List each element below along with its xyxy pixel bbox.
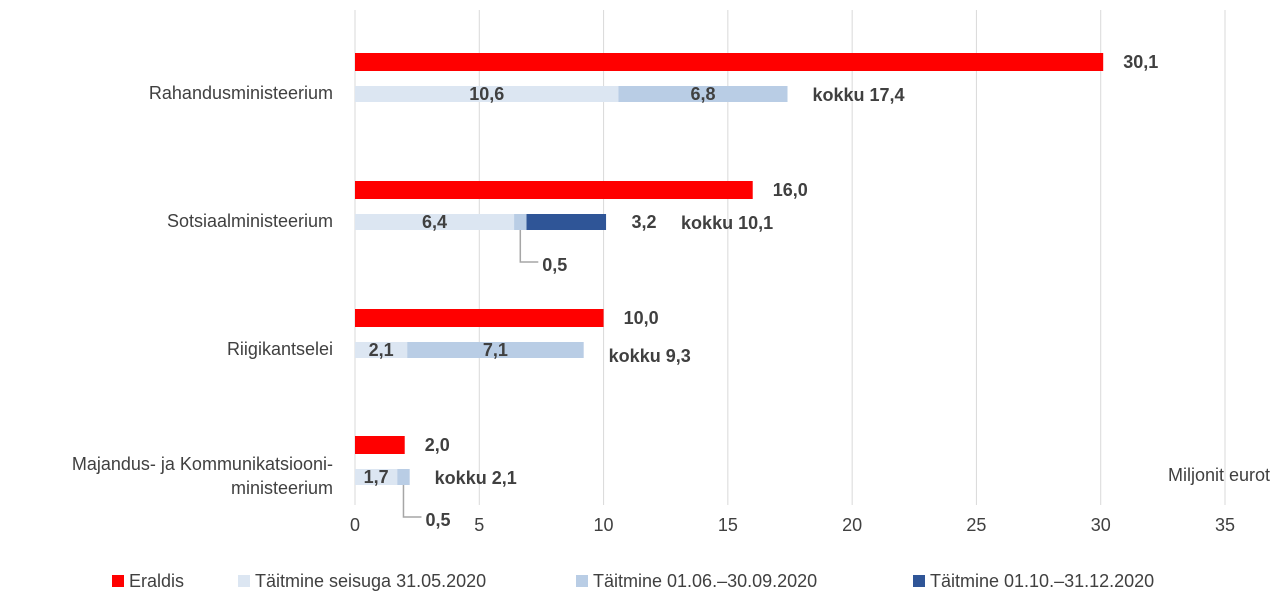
bar-segment bbox=[618, 86, 788, 102]
x-tick-label: 5 bbox=[474, 515, 484, 535]
bar-segment bbox=[355, 469, 398, 485]
x-axis-label: Miljonit eurot bbox=[1168, 465, 1270, 485]
bar-segment bbox=[355, 214, 515, 230]
data-label: 3,2 bbox=[632, 212, 657, 232]
category-label: Majandus- ja Kommunikatsiooni-ministeeri… bbox=[72, 454, 333, 498]
total-label: kokku 2,1 bbox=[435, 468, 517, 488]
data-label: 16,0 bbox=[773, 180, 808, 200]
bar-segment bbox=[355, 342, 408, 358]
legend-swatch bbox=[913, 575, 925, 587]
data-label: 10,0 bbox=[624, 308, 659, 328]
data-label: 30,1 bbox=[1123, 52, 1158, 72]
category-label: Sotsiaalministeerium bbox=[167, 211, 333, 231]
x-tick-label: 25 bbox=[966, 515, 986, 535]
total-label: kokku 10,1 bbox=[681, 213, 773, 233]
legend-swatch bbox=[238, 575, 250, 587]
legend-label: Täitmine 01.10.–31.12.2020 bbox=[930, 571, 1154, 591]
bar-segment bbox=[397, 469, 410, 485]
data-label: 6,8 bbox=[690, 84, 715, 104]
legend-swatch bbox=[112, 575, 124, 587]
bar-segment bbox=[355, 86, 619, 102]
bar-segment bbox=[407, 342, 584, 358]
bar-segment bbox=[526, 214, 607, 230]
data-label: 2,0 bbox=[425, 435, 450, 455]
bar bbox=[355, 436, 405, 454]
category-label: Riigikantselei bbox=[227, 339, 333, 359]
data-label: 1,7 bbox=[364, 467, 389, 487]
bar bbox=[355, 53, 1104, 71]
data-label: 0,5 bbox=[425, 510, 450, 530]
total-label: kokku 17,4 bbox=[813, 85, 905, 105]
x-tick-label: 30 bbox=[1091, 515, 1111, 535]
data-label: 10,6 bbox=[469, 84, 504, 104]
data-label: 7,1 bbox=[483, 340, 508, 360]
legend-swatch bbox=[576, 575, 588, 587]
x-tick-label: 10 bbox=[594, 515, 614, 535]
category-label: Rahandusministeerium bbox=[149, 83, 333, 103]
data-label: 0,5 bbox=[542, 255, 567, 275]
bar bbox=[355, 309, 604, 327]
data-label: 6,4 bbox=[422, 212, 447, 232]
leader-line bbox=[402, 485, 422, 518]
total-label: kokku 9,3 bbox=[609, 346, 691, 366]
x-tick-label: 20 bbox=[842, 515, 862, 535]
x-tick-label: 15 bbox=[718, 515, 738, 535]
data-label: 2,1 bbox=[369, 340, 394, 360]
legend-label: Täitmine seisuga 31.05.2020 bbox=[255, 571, 486, 591]
bar-segment bbox=[514, 214, 527, 230]
bar bbox=[355, 181, 753, 199]
legend-label: Eraldis bbox=[129, 571, 184, 591]
x-tick-label: 0 bbox=[350, 515, 360, 535]
leader-line bbox=[519, 230, 539, 263]
x-tick-label: 35 bbox=[1215, 515, 1235, 535]
legend-label: Täitmine 01.06.–30.09.2020 bbox=[593, 571, 817, 591]
